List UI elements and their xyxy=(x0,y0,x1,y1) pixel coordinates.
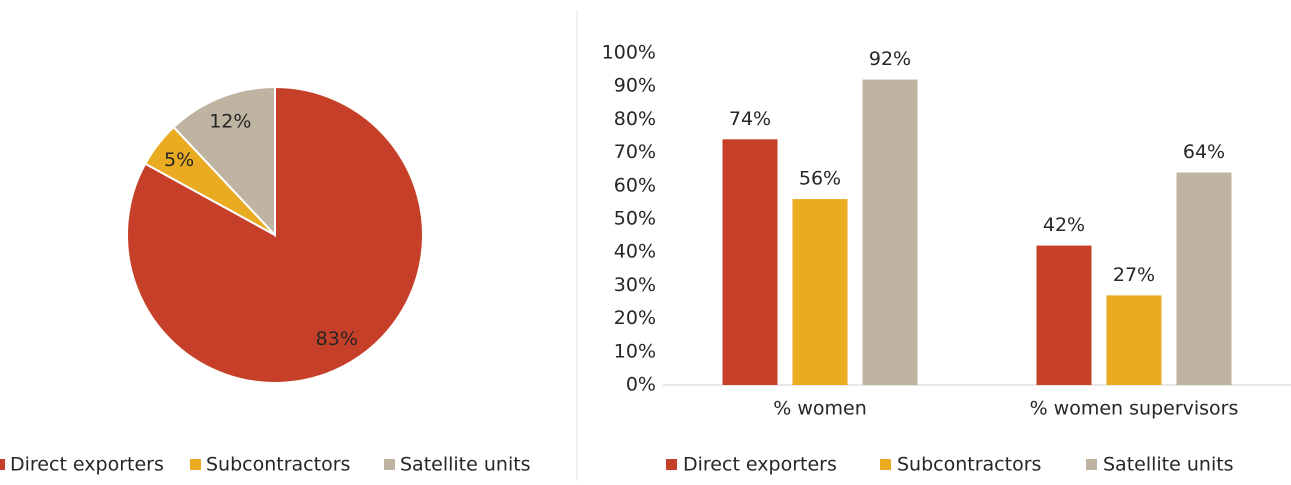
bar xyxy=(722,139,778,385)
y-tick-label: 80% xyxy=(614,108,656,130)
data-label: 74% xyxy=(729,108,771,130)
legend-label: Subcontractors xyxy=(206,454,350,476)
pie-slice xyxy=(172,85,276,238)
y-tick-label: 50% xyxy=(614,208,656,230)
y-tick-label: 90% xyxy=(614,75,656,97)
data-label: 27% xyxy=(1113,264,1155,286)
data-label: 64% xyxy=(1183,141,1225,163)
legend-label: Satellite units xyxy=(1103,454,1234,476)
data-label: 83% xyxy=(316,328,358,350)
legend-marker xyxy=(1086,459,1097,470)
data-label: 56% xyxy=(799,168,841,190)
bar xyxy=(862,79,918,385)
legend-marker xyxy=(384,459,395,470)
legend-marker xyxy=(880,459,891,470)
legend-label: Subcontractors xyxy=(897,454,1041,476)
x-tick-label: % women xyxy=(773,398,867,420)
y-tick-label: 10% xyxy=(614,340,656,362)
legend-marker xyxy=(666,459,677,470)
y-tick-label: 60% xyxy=(614,174,656,196)
legend-label: Satellite units xyxy=(400,454,531,476)
data-label: 42% xyxy=(1043,214,1085,236)
y-tick-label: 100% xyxy=(602,42,656,64)
legend-marker xyxy=(0,459,5,470)
y-tick-label: 20% xyxy=(614,307,656,329)
data-label: 5% xyxy=(164,149,194,171)
data-label: 92% xyxy=(869,48,911,70)
y-tick-label: 30% xyxy=(614,274,656,296)
bar xyxy=(1106,295,1162,385)
y-tick-label: 0% xyxy=(626,374,656,396)
x-tick-label: % women supervisors xyxy=(1030,398,1239,420)
legend-label: Direct exporters xyxy=(10,454,164,476)
legend-label: Direct exporters xyxy=(683,454,837,476)
y-tick-label: 40% xyxy=(614,241,656,263)
y-tick-label: 70% xyxy=(614,141,656,163)
bar xyxy=(1036,245,1092,385)
legend-marker xyxy=(190,459,201,470)
bar xyxy=(1176,172,1232,385)
data-label: 12% xyxy=(209,111,251,133)
bar xyxy=(792,199,848,385)
